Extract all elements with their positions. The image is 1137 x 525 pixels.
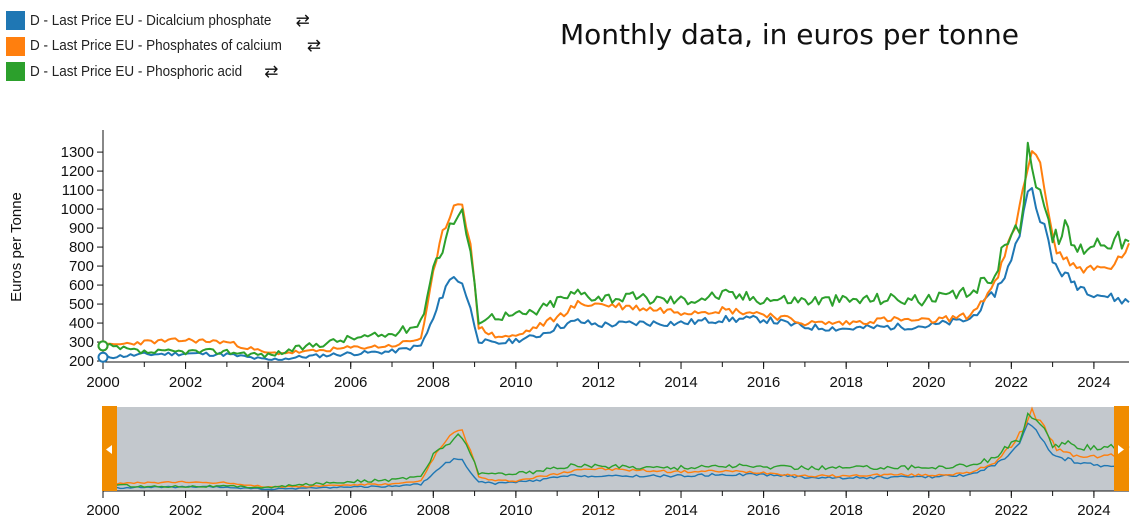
y-tick-label: 600 xyxy=(69,277,94,294)
legend-swatch xyxy=(6,11,25,31)
swap-arrows-icon[interactable]: ⇄ xyxy=(295,10,310,31)
navigator-tick-label: 2020 xyxy=(912,502,945,519)
y-tick-label: 1100 xyxy=(62,182,94,199)
x-tick-label: 2012 xyxy=(582,374,615,391)
legend-label: D - Last Price EU - Phosphoric acid xyxy=(30,63,243,80)
y-tick-label: 1200 xyxy=(61,163,94,180)
x-tick-label: 2020 xyxy=(912,374,945,391)
series-line xyxy=(102,141,1130,359)
series-line xyxy=(102,150,1130,356)
chevron-left-icon xyxy=(106,445,112,454)
chevron-right-icon xyxy=(1118,445,1124,454)
series-marker[interactable] xyxy=(97,351,109,363)
y-tick-label: 800 xyxy=(69,239,94,256)
navigator-tick-label: 2016 xyxy=(747,502,780,519)
chart-title: Monthly data, in euros per tonne xyxy=(560,18,1020,51)
navigator-tick-label: 2018 xyxy=(829,502,862,519)
legend-label: D - Last Price EU - Phosphates of calciu… xyxy=(30,38,282,55)
y-tick-label: 1000 xyxy=(61,201,94,218)
legend-item-phosphoric-acid[interactable]: D - Last Price EU - Phosphoric acid ⇄ xyxy=(6,59,321,85)
y-tick-label: 200 xyxy=(69,353,94,370)
navigator-series-line xyxy=(102,422,1130,491)
navigator-series-line xyxy=(102,412,1130,489)
swap-arrows-icon[interactable]: ⇄ xyxy=(264,61,279,82)
navigator-tick-label: 2006 xyxy=(334,502,367,519)
y-axis-label: Euros per Tonne xyxy=(8,192,25,302)
x-tick-label: 2024 xyxy=(1077,374,1110,391)
navigator-tick-label: 2004 xyxy=(251,502,284,519)
navigator-tick-label: 2014 xyxy=(664,502,697,519)
legend-item-phosphates-of-calcium[interactable]: D - Last Price EU - Phosphates of calciu… xyxy=(6,34,321,60)
navigator-tick-label: 2012 xyxy=(582,502,615,519)
legend-item-dicalcium-phosphate[interactable]: D - Last Price EU - Dicalcium phosphate … xyxy=(6,8,321,34)
x-tick-label: 2008 xyxy=(417,374,450,391)
navigator-tick-label: 2022 xyxy=(995,502,1028,519)
x-tick-label: 2016 xyxy=(747,374,780,391)
x-tick-label: 2014 xyxy=(664,374,697,391)
legend-swatch xyxy=(6,36,25,56)
y-tick-label: 500 xyxy=(69,296,94,313)
series-marker[interactable] xyxy=(97,340,109,352)
y-tick-label: 300 xyxy=(69,334,94,351)
navigator-tick-label: 2002 xyxy=(169,502,202,519)
y-tick-label: 700 xyxy=(69,258,94,275)
series-line xyxy=(102,187,1130,361)
x-tick-label: 2022 xyxy=(995,374,1028,391)
navigator-tick-label: 2008 xyxy=(417,502,450,519)
x-tick-label: 2010 xyxy=(499,374,532,391)
x-tick-label: 2002 xyxy=(169,374,202,391)
y-tick-label: 400 xyxy=(69,315,94,332)
x-tick-label: 2004 xyxy=(251,374,284,391)
navigator-tick-label: 2000 xyxy=(86,502,119,519)
navigator-tick-label: 2024 xyxy=(1077,502,1110,519)
y-tick-label: 1300 xyxy=(61,144,94,161)
x-tick-label: 2000 xyxy=(86,374,119,391)
x-tick-label: 2018 xyxy=(829,374,862,391)
legend-swatch xyxy=(6,62,25,82)
legend: D - Last Price EU - Dicalcium phosphate … xyxy=(6,8,321,85)
x-tick-label: 2006 xyxy=(334,374,367,391)
navigator-selection[interactable] xyxy=(117,407,1115,491)
legend-label: D - Last Price EU - Dicalcium phosphate xyxy=(30,12,272,29)
swap-arrows-icon[interactable]: ⇄ xyxy=(306,36,322,57)
y-tick-label: 900 xyxy=(69,220,94,237)
navigator-tick-label: 2010 xyxy=(499,502,532,519)
